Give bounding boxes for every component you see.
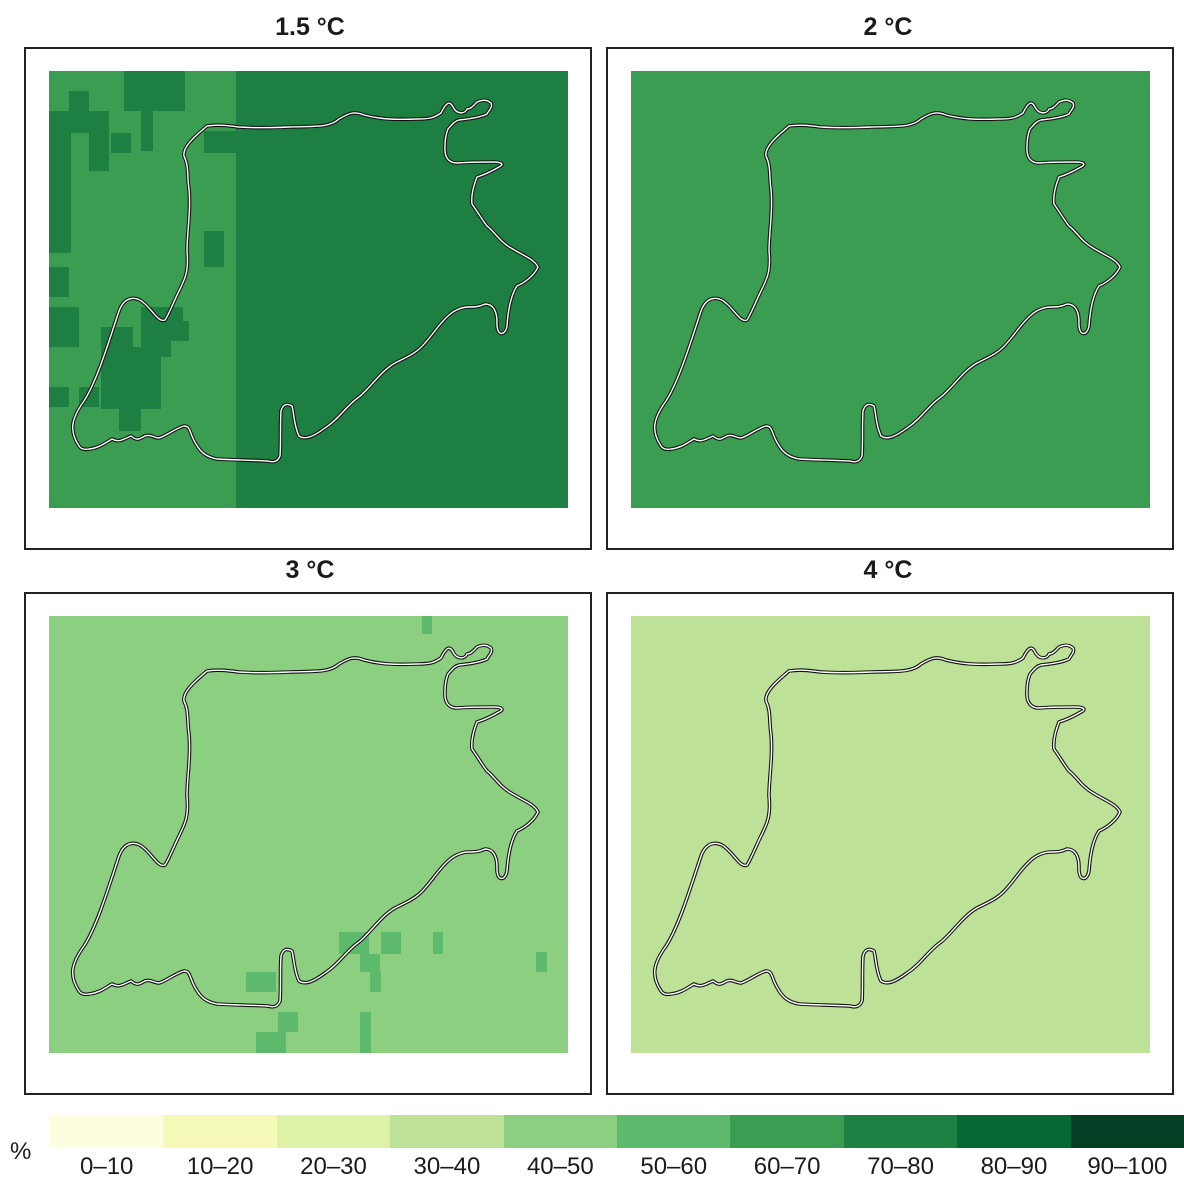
legend-label: 10–20 bbox=[186, 1153, 254, 1180]
region-outline bbox=[652, 98, 1122, 464]
map-background bbox=[631, 71, 1150, 508]
map-panel-3c bbox=[24, 592, 592, 1095]
grid-cell bbox=[89, 111, 109, 171]
grid-cell bbox=[119, 409, 141, 431]
grid-cell bbox=[69, 91, 89, 111]
legend-label: 40–50 bbox=[526, 1153, 594, 1180]
region-outline-inner bbox=[654, 99, 1121, 463]
grid-cell bbox=[445, 179, 568, 275]
legend-label: 80–90 bbox=[980, 1153, 1048, 1180]
legend-unit: % bbox=[10, 1138, 32, 1165]
legend-swatch bbox=[503, 1115, 618, 1148]
map-1-5c bbox=[49, 71, 568, 508]
grid-cells bbox=[246, 616, 547, 1053]
grid-cell bbox=[141, 111, 153, 151]
map-panel-2c bbox=[606, 47, 1174, 550]
grid-cell bbox=[149, 321, 189, 341]
grid-cell bbox=[360, 1032, 371, 1053]
grid-cell bbox=[124, 91, 144, 111]
panel-title-2c: 2 °C bbox=[863, 13, 913, 41]
grid-cell bbox=[422, 616, 432, 634]
grid-cell bbox=[360, 954, 380, 972]
grid-cell bbox=[246, 972, 276, 992]
legend-swatch bbox=[617, 1115, 731, 1148]
legend-label: 30–40 bbox=[413, 1153, 481, 1180]
map-area-1-5c bbox=[49, 71, 568, 508]
grid-cell bbox=[433, 932, 443, 954]
legend-swatch bbox=[276, 1115, 391, 1148]
map-2c bbox=[631, 71, 1150, 508]
map-3c bbox=[49, 616, 568, 1053]
legend-label: 70–80 bbox=[867, 1153, 934, 1180]
map-background bbox=[49, 616, 568, 1053]
legend-swatch bbox=[390, 1115, 504, 1148]
grid-cell bbox=[381, 932, 401, 954]
map-area-4c bbox=[631, 616, 1150, 1053]
panel-title-3c: 3 °C bbox=[285, 556, 335, 584]
legend-label: 0–10 bbox=[80, 1153, 134, 1180]
grid-cell bbox=[49, 387, 69, 407]
legend-swatch bbox=[957, 1115, 1071, 1148]
grid-cell bbox=[370, 972, 381, 992]
map-panel-1-5c bbox=[24, 47, 592, 550]
legend-label: 50–60 bbox=[640, 1153, 708, 1180]
region-outline-inner bbox=[72, 99, 539, 463]
grid-cell bbox=[204, 231, 224, 267]
grid-cell bbox=[441, 299, 568, 319]
region-outline bbox=[652, 643, 1122, 1009]
grid-cell bbox=[111, 133, 131, 153]
grid-cell bbox=[360, 1012, 371, 1032]
legend-swatch bbox=[730, 1115, 844, 1148]
region-outline-inner bbox=[72, 644, 539, 1008]
legend-swatch bbox=[843, 1115, 958, 1148]
legend-swatch bbox=[50, 1115, 164, 1148]
panel-title-1-5c: 1.5 °C bbox=[275, 13, 345, 41]
map-panel-4c bbox=[606, 592, 1174, 1095]
grid-cell bbox=[49, 267, 69, 297]
region-outline bbox=[70, 643, 540, 1009]
region-outline-inner bbox=[654, 644, 1121, 1008]
legend-colorbar bbox=[50, 1115, 1184, 1148]
grid-cell bbox=[278, 1012, 298, 1032]
grid-cell bbox=[204, 131, 244, 153]
legend-labels: 0–10 10–20 20–30 30–40 40–50 50–60 60–70 70–80 8… bbox=[50, 1152, 1184, 1182]
legend-swatch bbox=[163, 1115, 277, 1148]
legend-label: 60–70 bbox=[753, 1153, 821, 1180]
grid-cell bbox=[49, 133, 71, 253]
map-area-2c bbox=[631, 71, 1150, 508]
legend-label: 20–30 bbox=[300, 1153, 367, 1180]
grid-cell bbox=[49, 307, 79, 347]
grid-cell bbox=[101, 347, 161, 409]
grid-cell bbox=[536, 952, 547, 972]
map-background bbox=[631, 616, 1150, 1053]
legend-label: 90–100 bbox=[1087, 1153, 1168, 1180]
legend-swatch bbox=[1070, 1115, 1184, 1148]
panel-title-4c: 4 °C bbox=[863, 556, 913, 584]
map-4c bbox=[631, 616, 1150, 1053]
region-outline bbox=[70, 98, 540, 464]
grid-cell bbox=[256, 1032, 286, 1053]
map-area-3c bbox=[49, 616, 568, 1053]
grid-cell bbox=[173, 71, 185, 111]
